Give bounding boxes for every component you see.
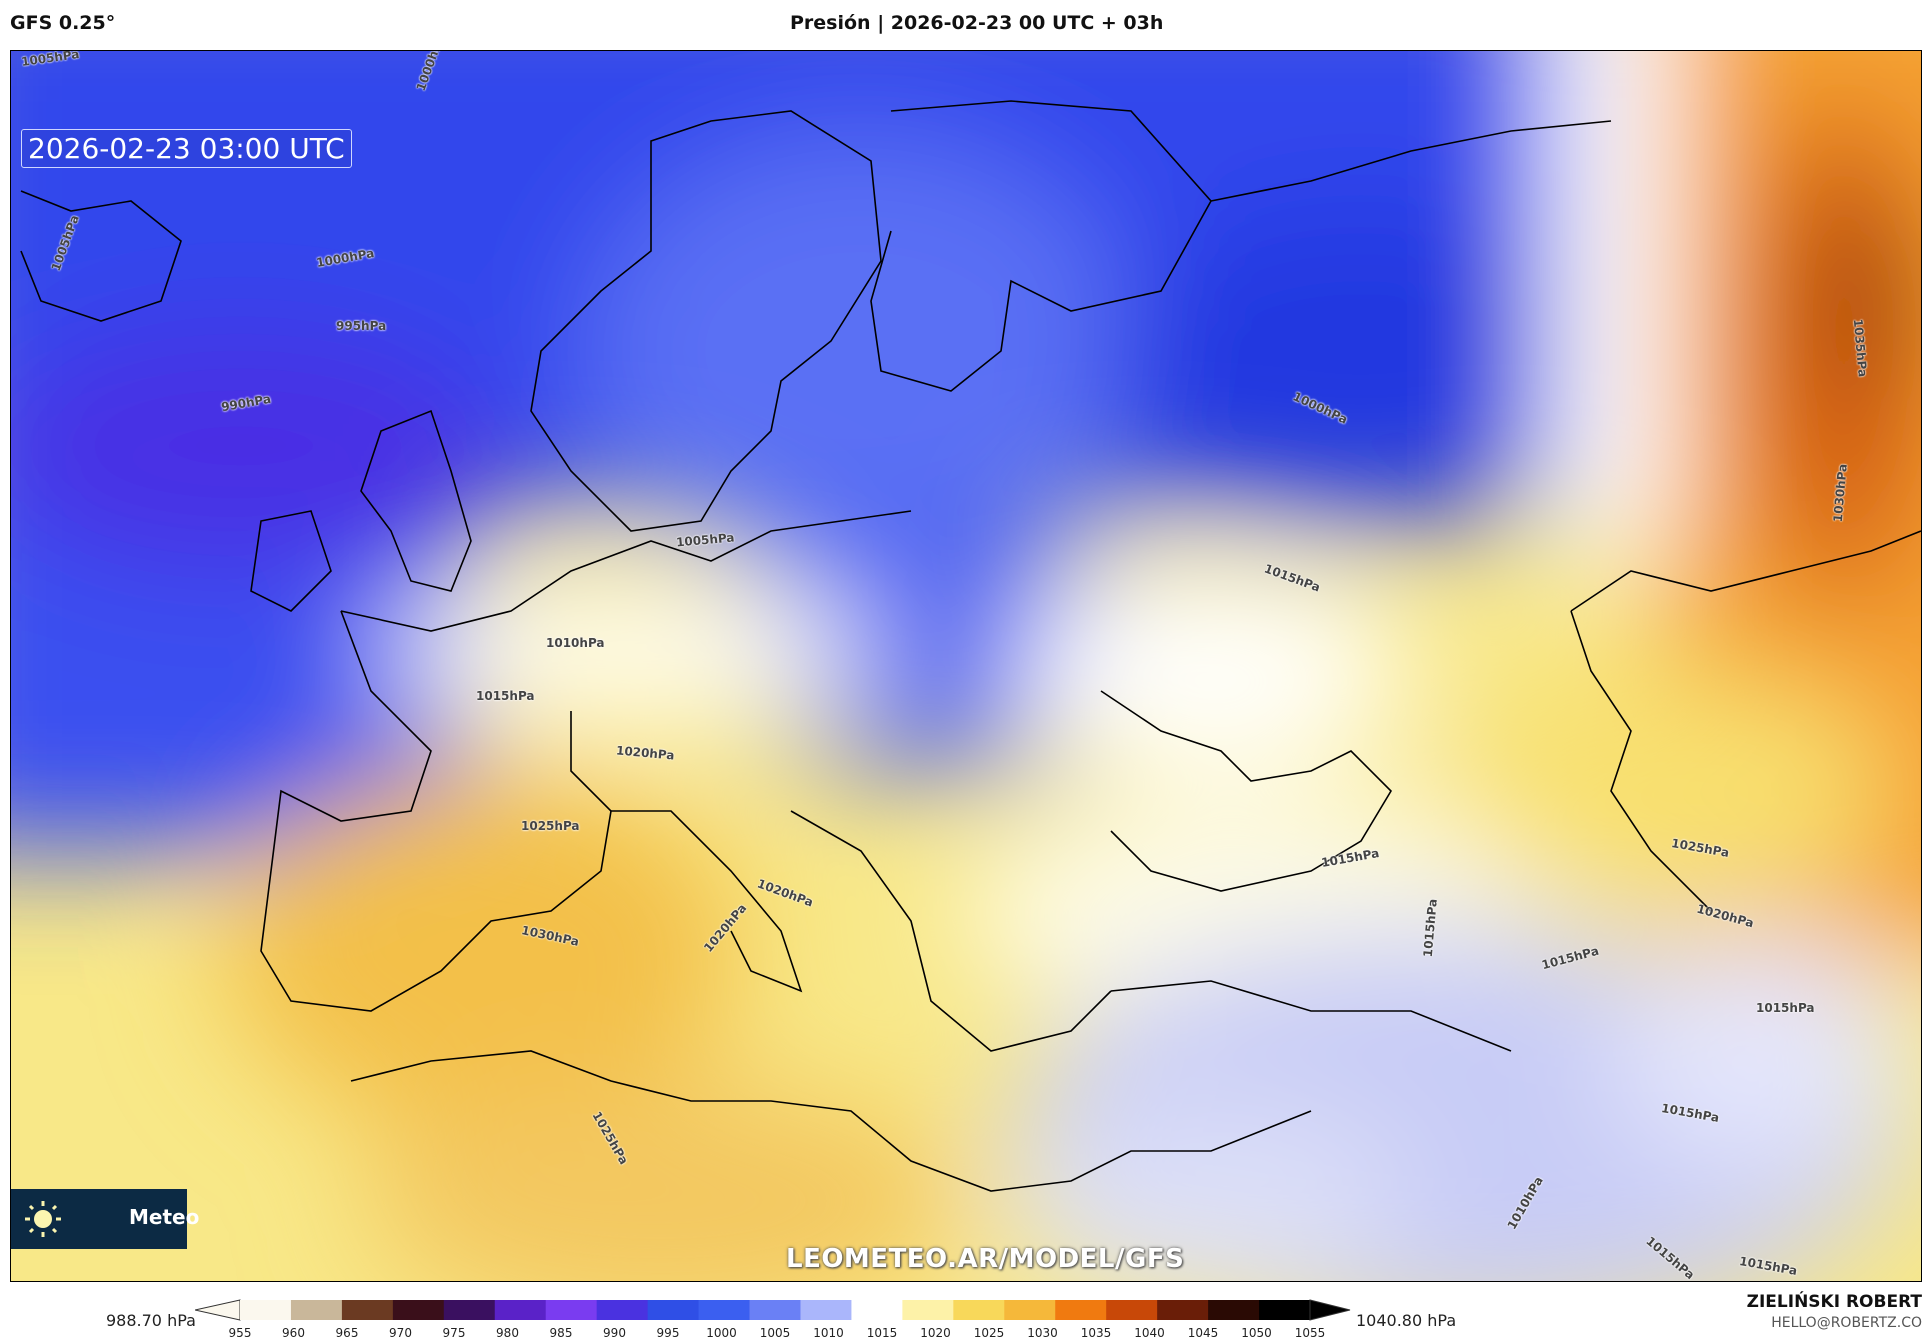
valid-time-label: 2026-02-23 03:00 UTC [21,129,352,168]
sun-icon [25,1201,61,1237]
colorbar-tick-label: 960 [282,1326,305,1340]
colorbar-segment [902,1300,954,1320]
colorbar-tick-label: 1035 [1080,1326,1112,1340]
chart-title: Presión | 2026-02-23 00 UTC + 03h [790,12,1164,34]
colorbar-segment [800,1300,852,1320]
colorbar-tick-label: 970 [389,1326,412,1340]
colorbar-tick-label: 1040 [1134,1326,1165,1340]
contour-label: 1025hPa [521,819,580,833]
colorbar-segment [953,1300,1005,1320]
colorbar-tick-label: 955 [228,1326,252,1340]
model-name: GFS 0.25° [10,12,116,34]
colorbar-tick-label: 1005 [759,1326,791,1340]
colorbar-tick-label: 1050 [1241,1326,1272,1340]
coastlines [20,100,1921,1192]
contour-label: 1010hPa [546,636,605,650]
colorbar-tick-label: 1020 [920,1326,951,1340]
colorbar-segment [647,1300,700,1320]
colorbar-tick-label: 1000 [706,1326,737,1340]
colorbar-tick-label: 1055 [1294,1326,1326,1340]
colorbar-segment [749,1300,801,1320]
colorbar-max-label: 1040.80 hPa [1356,1311,1457,1330]
colorbar-segment [290,1300,343,1320]
colorbar-segment [443,1300,496,1320]
colorbar-tick-label: 1015 [866,1326,898,1340]
colorbar-tick-label: 995 [656,1326,680,1340]
colorbar-tick-label: 975 [442,1326,466,1340]
colorbar-segment [1259,1300,1311,1320]
colorbar-tick-label: 965 [335,1326,359,1340]
colorbar-tick-label: 990 [603,1326,626,1340]
colorbar-tick-label: 1025 [973,1326,1005,1340]
watermark: LEOMETEO.AR/MODEL/GFS [786,1244,1185,1274]
colorbar-min-label: 988.70 hPa [106,1311,196,1330]
colorbar-segment [545,1300,598,1320]
colorbar-segment [1157,1300,1209,1320]
colorbar-segment [494,1300,547,1320]
author-name: ZIELIŃSKI ROBERT [1746,1292,1922,1312]
colorbar-tick-label: 985 [549,1326,573,1340]
pressure-map: 1005hPa 1000hPa 1000hPa 995hPa 990hPa 1000hPa… [10,50,1922,1282]
colorbar-tick-label: 1045 [1187,1326,1219,1340]
logo-text: Meteo [129,1205,200,1229]
contour-label: 1015hPa [476,689,535,703]
colorbar-segment [698,1300,751,1320]
colorbar [195,1299,1351,1321]
colorbar-segment [1208,1300,1260,1320]
colorbar-segment [1055,1300,1107,1320]
colorbar-segment [1106,1300,1158,1320]
colorbar-segment [1004,1300,1056,1320]
colorbar-tick-label: 1030 [1027,1326,1058,1340]
contour-label: 995hPa [336,319,387,333]
pressure-field [11,51,1921,1281]
colorbar-segment [851,1300,903,1320]
colorbar-tick-label: 980 [496,1326,519,1340]
colorbar-tick-label: 1010 [813,1326,844,1340]
author-email[interactable]: HELLO@ROBERTZ.CO [1771,1315,1922,1331]
colorbar-segment [341,1300,394,1320]
logo-badge[interactable]: Meteo [11,1189,199,1249]
colorbar-segment [392,1300,445,1320]
colorbar-segment [240,1300,292,1320]
colorbar-segment [596,1300,649,1320]
contour-label: 1015hPa [1756,1001,1815,1015]
